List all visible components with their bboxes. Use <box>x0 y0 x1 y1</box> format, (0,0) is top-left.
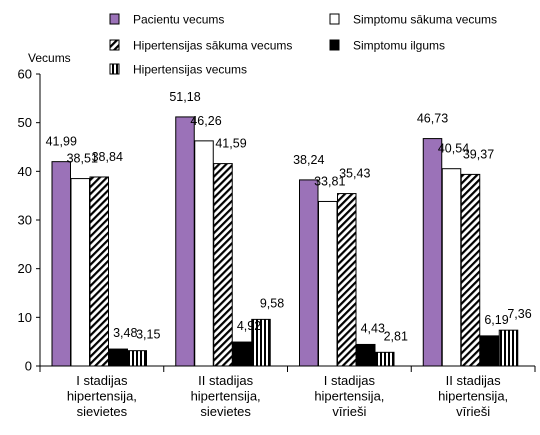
category-label: vīrieši <box>456 404 490 419</box>
legend-entry: Hipertensijas vecums <box>133 63 247 77</box>
category-label: sievietes <box>200 404 251 419</box>
bar <box>356 343 376 367</box>
data-label: 4,92 <box>237 319 261 333</box>
data-label: 41,59 <box>215 137 246 151</box>
category-label: vīrieši <box>332 404 366 419</box>
bar <box>460 173 481 367</box>
bar <box>422 138 443 367</box>
legend-swatch <box>109 63 120 75</box>
data-label: 38,84 <box>92 150 123 164</box>
y-tick-label: 60 <box>18 67 32 82</box>
legend-entry: Pacientu vecums <box>133 13 224 27</box>
category-label: sievietes <box>77 404 128 419</box>
bar <box>213 163 233 367</box>
data-label: 41,99 <box>46 135 77 149</box>
bar <box>299 179 319 367</box>
y-tick-label: 10 <box>18 310 32 325</box>
legend-swatch <box>109 39 120 51</box>
category-label: hipertensija, <box>314 389 384 404</box>
category-label: hipertensija, <box>67 389 137 404</box>
legend-entry: Hipertensijas sākuma vecums <box>133 39 292 53</box>
category-label: II stadijas <box>446 373 501 388</box>
y-tick-label: 0 <box>25 359 32 374</box>
legend: Pacientu vecums Simptomu sākuma vecums Hip… <box>109 13 497 77</box>
legend-swatch <box>329 39 340 51</box>
bar <box>89 176 109 367</box>
bar <box>70 178 90 367</box>
bar <box>251 318 271 367</box>
legend-swatch <box>329 13 340 25</box>
data-label: 9,58 <box>260 296 284 310</box>
bar <box>232 341 252 367</box>
data-label: 38,51 <box>67 152 98 166</box>
bar <box>498 329 519 367</box>
y-tick-label: 30 <box>18 213 32 228</box>
bar <box>108 348 128 367</box>
data-label: 3,15 <box>136 328 160 342</box>
data-label: 51,18 <box>169 90 200 104</box>
bar <box>194 140 214 367</box>
y-axis-label: Vecums <box>28 51 71 65</box>
category-label: I stadijas <box>76 373 128 388</box>
bar <box>318 200 338 367</box>
data-label: 4,43 <box>361 321 385 335</box>
bar <box>441 168 462 367</box>
bar <box>175 116 195 367</box>
legend-entry: Simptomu ilgums <box>353 39 445 53</box>
data-label: 3,48 <box>113 326 137 340</box>
bar <box>127 350 147 367</box>
category-label: hipertensija, <box>191 389 261 404</box>
data-label: 2,81 <box>384 329 408 343</box>
y-tick-label: 50 <box>18 115 32 130</box>
data-label: 35,43 <box>339 167 370 181</box>
bar <box>51 161 71 367</box>
data-label: 7,36 <box>507 307 531 321</box>
data-label: 46,26 <box>190 114 221 128</box>
category-label: hipertensija, <box>438 389 508 404</box>
bars <box>51 116 519 367</box>
data-label: 46,73 <box>417 112 448 126</box>
category-label: I stadijas <box>324 373 376 388</box>
y-tick-label: 40 <box>18 164 32 179</box>
data-label: 39,37 <box>463 147 494 161</box>
legend-swatch <box>109 13 120 25</box>
data-label: 33,81 <box>314 174 345 188</box>
data-label: 6,19 <box>484 313 508 327</box>
bar <box>337 193 357 367</box>
data-label: 38,24 <box>293 153 324 167</box>
legend-entry: Simptomu sākuma vecums <box>353 13 497 27</box>
bar <box>479 335 500 367</box>
y-tick-label: 20 <box>18 261 32 276</box>
category-label: II stadijas <box>198 373 253 388</box>
data-label: 40,54 <box>438 142 469 156</box>
bar <box>375 351 395 367</box>
